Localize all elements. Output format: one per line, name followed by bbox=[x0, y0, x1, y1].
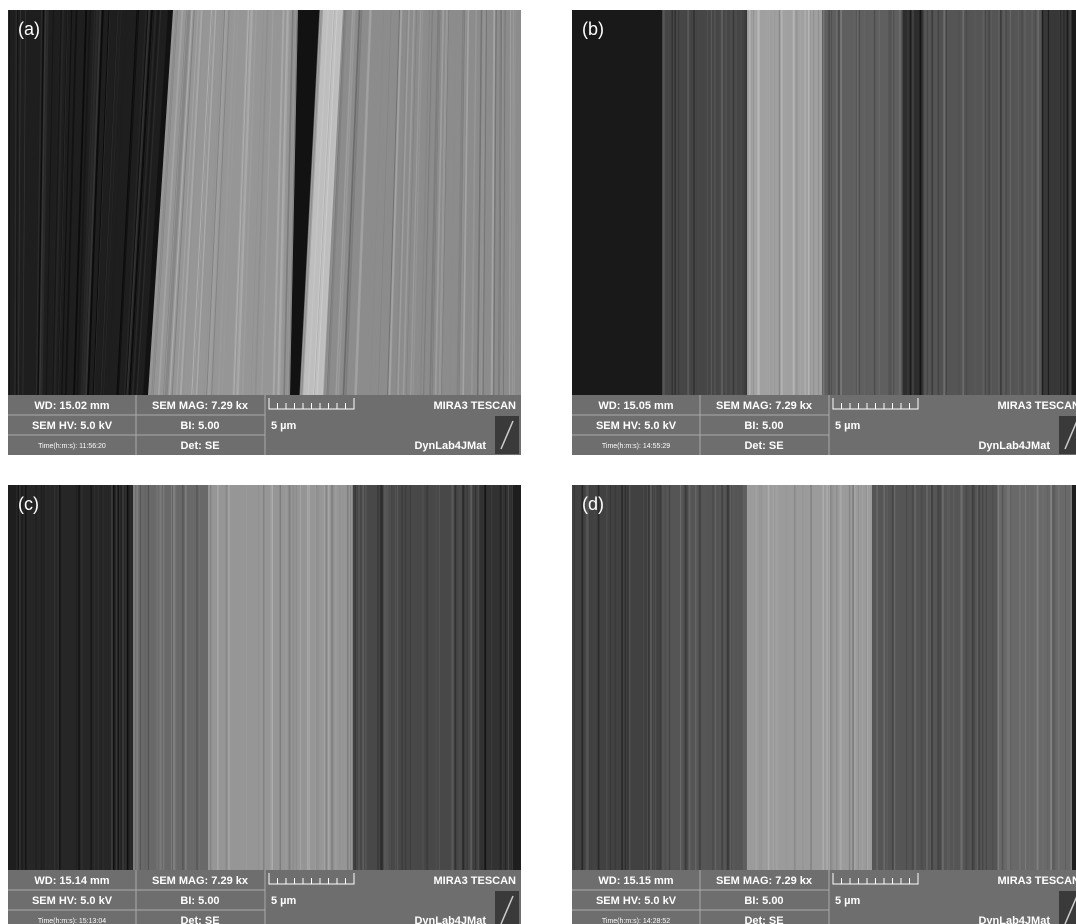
info-text: WD: 15.15 mm bbox=[598, 875, 673, 887]
fiber bbox=[902, 10, 922, 395]
info-text: 5 µm bbox=[835, 420, 861, 432]
info-text: SEM MAG: 7.29 kx bbox=[152, 875, 249, 887]
info-text: Time(h:m:s): 15:13:04 bbox=[38, 918, 106, 924]
info-text: Det: SE bbox=[744, 440, 783, 452]
info-text: SEM MAG: 7.29 kx bbox=[716, 875, 813, 887]
fiber bbox=[353, 485, 478, 870]
sem-panel: (a) WD: 15.02 mm SEM HV: 5.0 kV Time(h:m:s)… bbox=[8, 10, 521, 455]
info-text: SEM MAG: 7.29 kx bbox=[152, 400, 249, 412]
fiber-striation bbox=[513, 10, 514, 395]
fiber-striation bbox=[511, 10, 512, 395]
info-text: Time(h:m:s): 14:55:29 bbox=[602, 443, 670, 450]
info-text: BI: 5.00 bbox=[744, 420, 783, 432]
info-text: MIRA3 TESCAN bbox=[433, 875, 516, 887]
fiber-striation bbox=[514, 10, 515, 395]
fiber bbox=[478, 485, 513, 870]
info-text: MIRA3 TESCAN bbox=[997, 400, 1076, 412]
info-text: MIRA3 TESCAN bbox=[433, 400, 516, 412]
info-text: WD: 15.05 mm bbox=[598, 400, 673, 412]
sem-panel: (b) WD: 15.05 mm SEM HV: 5.0 kV Time(h:m:s)… bbox=[572, 10, 1076, 455]
micrograph bbox=[572, 10, 1076, 395]
info-text: DynLab4JMat bbox=[414, 915, 486, 924]
info-text: SEM HV: 5.0 kV bbox=[32, 420, 113, 432]
info-text: DynLab4JMat bbox=[978, 440, 1050, 452]
logo bbox=[495, 891, 519, 924]
info-text: DynLab4JMat bbox=[414, 440, 486, 452]
info-text: Time(h:m:s): 14:28:52 bbox=[602, 918, 670, 924]
info-text: BI: 5.00 bbox=[180, 420, 219, 432]
micrograph bbox=[8, 485, 521, 870]
info-text: SEM HV: 5.0 kV bbox=[32, 895, 113, 907]
logo bbox=[1059, 416, 1076, 454]
info-text: SEM HV: 5.0 kV bbox=[596, 895, 677, 907]
info-text: MIRA3 TESCAN bbox=[997, 875, 1076, 887]
info-text: BI: 5.00 bbox=[744, 895, 783, 907]
micrograph bbox=[8, 10, 521, 395]
info-text: 5 µm bbox=[835, 895, 861, 907]
info-text: 5 µm bbox=[271, 420, 297, 432]
info-text: Det: SE bbox=[180, 915, 219, 924]
sem-panel: (d) WD: 15.15 mm SEM HV: 5.0 kV Time(h:m:s)… bbox=[572, 485, 1076, 924]
fiber bbox=[16, 485, 133, 870]
info-text: SEM HV: 5.0 kV bbox=[596, 420, 677, 432]
panel-label: (c) bbox=[18, 494, 39, 514]
panel-label: (a) bbox=[18, 19, 40, 39]
info-text: 5 µm bbox=[271, 895, 297, 907]
info-text: Det: SE bbox=[180, 440, 219, 452]
info-text: DynLab4JMat bbox=[978, 915, 1050, 924]
micrograph bbox=[572, 485, 1076, 870]
fiber bbox=[872, 485, 997, 870]
info-text: WD: 15.02 mm bbox=[34, 400, 109, 412]
sem-panel: (c) WD: 15.14 mm SEM HV: 5.0 kV Time(h:m:s)… bbox=[8, 485, 521, 924]
panel-label: (d) bbox=[582, 494, 604, 514]
figure: (a) WD: 15.02 mm SEM HV: 5.0 kV Time(h:m:s)… bbox=[0, 0, 1076, 924]
info-text: WD: 15.14 mm bbox=[34, 875, 109, 887]
info-text: BI: 5.00 bbox=[180, 895, 219, 907]
info-text: SEM MAG: 7.29 kx bbox=[716, 400, 813, 412]
info-text: Time(h:m:s): 11:56:20 bbox=[38, 443, 106, 450]
panel-label: (b) bbox=[582, 19, 604, 39]
info-text: Det: SE bbox=[744, 915, 783, 924]
